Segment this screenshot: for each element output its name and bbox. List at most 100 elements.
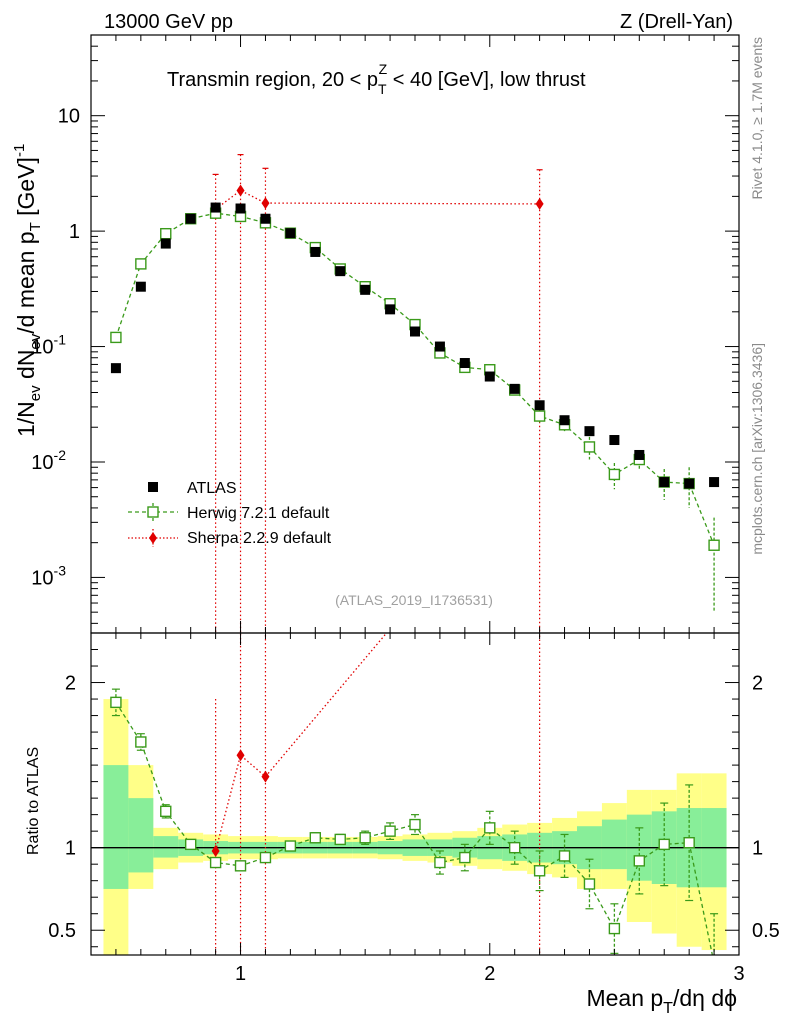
main-panel-series xyxy=(110,154,720,633)
process-label: Z (Drell-Yan) xyxy=(620,11,733,33)
y-tick-label: 10 xyxy=(58,106,80,128)
herwig-point xyxy=(533,410,546,422)
sherpa-line xyxy=(215,189,540,210)
ratio-band-inner xyxy=(103,765,129,889)
sherpa-point xyxy=(535,197,544,210)
ratio-y-tick-label-right: 1 xyxy=(752,838,763,860)
herwig-point xyxy=(160,227,172,240)
ratio-herwig-point xyxy=(484,822,496,834)
analysis-watermark: (ATLAS_2019_I1736531) xyxy=(335,592,493,608)
ratio-sherpa-line xyxy=(214,633,388,852)
herwig-point xyxy=(135,258,147,270)
ratio-herwig-point xyxy=(683,837,695,849)
ratio-sherpa-point xyxy=(236,749,245,762)
ratio-y-tick-label-right: 0.5 xyxy=(752,920,780,942)
atlas-point xyxy=(509,383,520,394)
ratio-band-inner xyxy=(128,798,154,873)
ratio-y-tick-label-right: 2 xyxy=(752,673,763,695)
ratio-herwig-point xyxy=(658,838,670,851)
herwig-point xyxy=(583,441,596,453)
ratio-herwig-point xyxy=(409,818,421,831)
atlas-point xyxy=(659,477,670,488)
atlas-point xyxy=(484,371,495,382)
ratio-herwig-point xyxy=(135,736,147,748)
ratio-herwig-point xyxy=(284,840,297,852)
herwig-point xyxy=(708,539,720,551)
atlas-point xyxy=(185,213,196,224)
mcplots-label: mcplots.cern.ch [arXiv:1306.3436] xyxy=(749,343,765,555)
ratio-herwig-point xyxy=(508,841,521,854)
legend-label-atlas: ATLAS xyxy=(187,480,237,497)
ratio-herwig-point xyxy=(359,832,371,844)
x-tick-label: 1 xyxy=(235,963,246,985)
axis-ticks xyxy=(90,34,740,955)
ratio-y-tick-label: 1 xyxy=(65,838,76,860)
main-y-axis-label: 1/Nev dNev/d mean pT [GeV]-1 xyxy=(11,144,44,437)
x-tick-label: 2 xyxy=(484,963,495,985)
herwig-point xyxy=(608,468,621,481)
atlas-point xyxy=(260,213,271,224)
legend-label-herwig: Herwig 7.2.1 default xyxy=(187,505,330,522)
ratio-herwig-point xyxy=(709,958,719,968)
legend-marker-atlas xyxy=(148,482,158,492)
atlas-point xyxy=(360,284,371,295)
ratio-band-inner xyxy=(153,836,179,858)
atlas-point xyxy=(584,426,595,437)
ratio-herwig-point xyxy=(434,856,446,869)
legend-marker-herwig xyxy=(147,506,159,518)
x-tick-label: 3 xyxy=(733,963,744,985)
atlas-point xyxy=(110,363,121,374)
ratio-band-inner xyxy=(601,819,627,870)
ratio-herwig-point xyxy=(384,825,396,837)
ratio-herwig-point xyxy=(533,865,546,877)
ratio-herwig-point xyxy=(309,832,322,844)
ratio-panel-bands xyxy=(91,699,739,955)
ratio-y-axis-label: Ratio to ATLAS xyxy=(25,747,42,855)
y-tick-label: 10-2 xyxy=(31,447,66,474)
atlas-point xyxy=(634,449,645,460)
legend: ATLAS Herwig 7.2.1 default Sherpa 2.2.9 … xyxy=(128,480,332,547)
ratio-herwig-point xyxy=(234,860,247,872)
atlas-point xyxy=(385,304,396,315)
atlas-point xyxy=(559,415,570,426)
atlas-point xyxy=(434,341,445,352)
atlas-point xyxy=(285,228,296,239)
rivet-version-label: Rivet 4.1.0, ≥ 1.7M events xyxy=(749,37,765,200)
atlas-point xyxy=(335,266,346,277)
atlas-point xyxy=(235,203,246,214)
ratio-herwig-point xyxy=(259,851,272,864)
atlas-point xyxy=(684,478,695,489)
ratio-herwig-point xyxy=(633,855,646,867)
atlas-point xyxy=(310,246,321,257)
y-tick-label: 10-3 xyxy=(31,562,66,589)
ratio-y-tick-label: 2 xyxy=(65,673,76,695)
ratio-sherpa-point xyxy=(211,844,220,857)
atlas-point xyxy=(534,400,545,411)
legend-label-sherpa: Sherpa 2.2.9 default xyxy=(187,530,332,547)
ratio-herwig-point xyxy=(209,856,222,869)
ratio-herwig-point xyxy=(184,838,197,851)
x-axis-label: Mean pT/dη dϕ xyxy=(586,985,737,1017)
atlas-point xyxy=(135,281,146,292)
atlas-point xyxy=(709,477,720,488)
sherpa-point xyxy=(236,184,245,197)
energy-label: 13000 GeV pp xyxy=(104,11,233,33)
atlas-point xyxy=(459,358,470,369)
ratio-herwig-point xyxy=(110,696,122,709)
ratio-herwig-point xyxy=(459,851,471,864)
ratio-herwig-point xyxy=(608,922,621,935)
y-tick-label: 1 xyxy=(69,221,80,243)
ratio-herwig-point xyxy=(558,850,571,862)
ratio-sherpa-point xyxy=(261,770,270,783)
herwig-point xyxy=(110,331,122,344)
atlas-point xyxy=(160,238,171,249)
ratio-herwig-point xyxy=(334,833,346,846)
ratio-y-tick-label: 0.5 xyxy=(48,920,76,942)
atlas-point xyxy=(210,202,221,213)
plot-title: Transmin region, 20 < pTZ < 40 [GeV], lo… xyxy=(167,61,586,97)
atlas-point xyxy=(609,435,620,446)
ratio-herwig-point xyxy=(160,805,172,818)
legend-marker-sherpa xyxy=(149,532,157,544)
atlas-point xyxy=(410,326,420,337)
